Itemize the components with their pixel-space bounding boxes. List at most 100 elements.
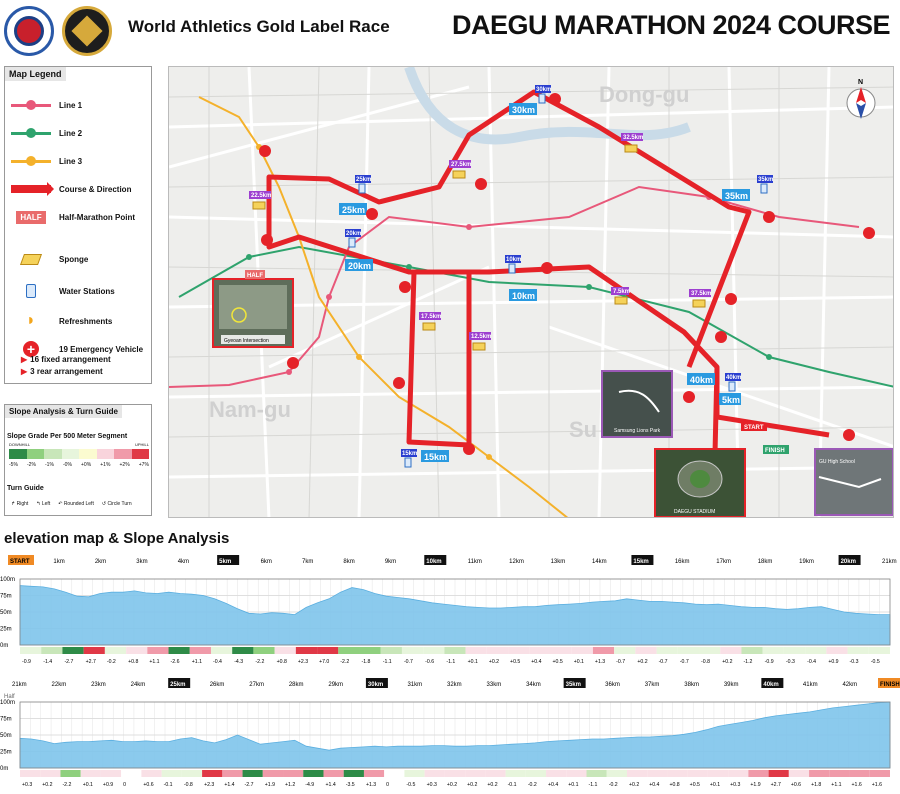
slope-swatch	[26, 449, 44, 459]
slope-value: +1.1	[831, 782, 841, 788]
slope-value: +0.1	[468, 659, 478, 665]
km-label: 7km	[302, 559, 313, 565]
slope-segment	[343, 770, 364, 777]
slope-segment	[181, 770, 203, 777]
emergency-cross-icon	[541, 262, 553, 274]
slope-segment	[614, 647, 636, 654]
elevation-chart-row2: 21km 22km 23km 24km 25km 26km 27km 28km 29km 30km…	[0, 676, 900, 794]
slope-value: +7.0	[319, 659, 329, 665]
slope-value: +0.1	[710, 782, 720, 788]
slope-segment	[424, 770, 445, 777]
slope-value: +0.5	[510, 659, 520, 665]
legend-line2-label: Line 2	[59, 128, 83, 138]
water-cup-icon	[538, 93, 546, 104]
y-tick: 75m	[0, 717, 12, 723]
turn-left-label: Left	[41, 501, 51, 507]
slope-value: +0.5	[552, 659, 562, 665]
km-label: 12km	[509, 559, 524, 565]
km-label: 22km	[52, 682, 67, 688]
legend-rear: ▶ 3 rear arrangement	[21, 367, 103, 376]
slope-segment	[253, 647, 275, 654]
slope-segment	[295, 647, 318, 654]
sponge-icon	[19, 253, 43, 265]
water-cup-icon	[728, 381, 736, 392]
slope-segment	[401, 647, 424, 654]
y-tick: 75m	[0, 594, 12, 600]
slope-segment	[550, 647, 572, 654]
km-label: 20km	[841, 559, 856, 565]
slope-swatch	[114, 449, 132, 459]
slope-value: +0.8	[277, 659, 287, 665]
legend-refresh-label: Refreshments	[59, 316, 113, 326]
slope-segment	[626, 770, 648, 777]
slope-segment	[728, 770, 749, 777]
km-label: 30km	[368, 682, 383, 688]
sponge-icon	[472, 342, 486, 351]
emergency-cross-icon	[399, 281, 411, 293]
compass-label: N	[858, 79, 863, 86]
water-label: 25km	[356, 177, 371, 183]
slope-value: +0.8	[669, 782, 679, 788]
km-marker-label: 15km	[424, 452, 447, 462]
slope-value: +0.8	[128, 659, 138, 665]
km-marker	[345, 259, 373, 271]
emergency-cross-icon	[683, 391, 695, 403]
emergency-cross-icon	[259, 145, 271, 157]
water-tag	[401, 449, 417, 457]
elevation-area	[19, 701, 891, 769]
legend-line1: Line 1	[11, 97, 151, 113]
km-label: 5km	[219, 559, 231, 565]
slope-segment	[40, 770, 61, 777]
slope-value: -0.1	[508, 782, 517, 788]
slope-segment	[762, 647, 784, 654]
badge-bg	[838, 555, 861, 565]
water-label: 20km	[346, 231, 361, 237]
slope-segment	[656, 647, 678, 654]
slope-tick: -2%	[27, 462, 36, 468]
km-label: 6km	[261, 559, 272, 565]
km-marker	[687, 373, 715, 385]
y-tick: 0m	[0, 766, 8, 772]
slope-value: -0.5	[871, 659, 880, 665]
elevation-title: elevation map & Slope Analysis	[4, 530, 230, 547]
slope-value: +1.8	[811, 782, 821, 788]
slope-segment	[363, 770, 385, 777]
km-marker	[339, 203, 367, 215]
elevation-row1-svg: START 1km 2km 3km 4km 5km 6km 7km 8km 9km 10km 11km…	[0, 555, 897, 665]
inset-high-school: GU High School	[814, 448, 893, 516]
legend-emergency-label: 19 Emergency Vehicle	[59, 344, 144, 354]
legend-half: HALF Half-Marathon Point	[11, 209, 151, 225]
slope-segment	[571, 647, 593, 654]
slope-tick: +0%	[81, 462, 92, 468]
sponge-tag	[469, 332, 491, 340]
sponge-label: 32.5km	[623, 135, 643, 141]
slope-segment	[404, 770, 425, 777]
slope-legend: Slope Analysis & Turn Guide Slope Grade …	[4, 404, 152, 516]
slope-value: +0.4	[649, 782, 659, 788]
legend-line3: Line 3	[11, 153, 151, 169]
emergency-cross-icon	[725, 293, 737, 305]
slope-segment	[303, 770, 324, 777]
inset-gyeoan: Gyeoan Intersection	[212, 278, 294, 348]
slope-segment	[788, 770, 810, 777]
sponge-tag	[621, 133, 643, 141]
line1-station-icon	[466, 224, 472, 230]
line1-station-icon	[326, 294, 332, 300]
slope-ticks: -5% -2% -1% -0% +0% +1% +2% +7%	[9, 462, 149, 468]
slope-segment	[189, 647, 211, 654]
slope-value: -2.2	[340, 659, 349, 665]
course-map[interactable]: Dong-gu Nam-gu Su 30km 35km	[168, 66, 894, 518]
slope-value: +1.4	[224, 782, 234, 788]
river	[404, 67, 691, 145]
slope-value: -1.2	[743, 659, 752, 665]
km-label: 16km	[675, 559, 690, 565]
slope-value: -0.2	[528, 782, 537, 788]
slope-segment	[667, 770, 688, 777]
slope-value: -4.3	[234, 659, 243, 665]
slope-value: +1.1	[149, 659, 159, 665]
line2-station-icon	[246, 254, 252, 260]
emergency-vehicles	[259, 93, 875, 455]
slope-segment	[699, 647, 721, 654]
water-label: 40km	[726, 375, 741, 381]
line1-icon	[26, 100, 36, 110]
